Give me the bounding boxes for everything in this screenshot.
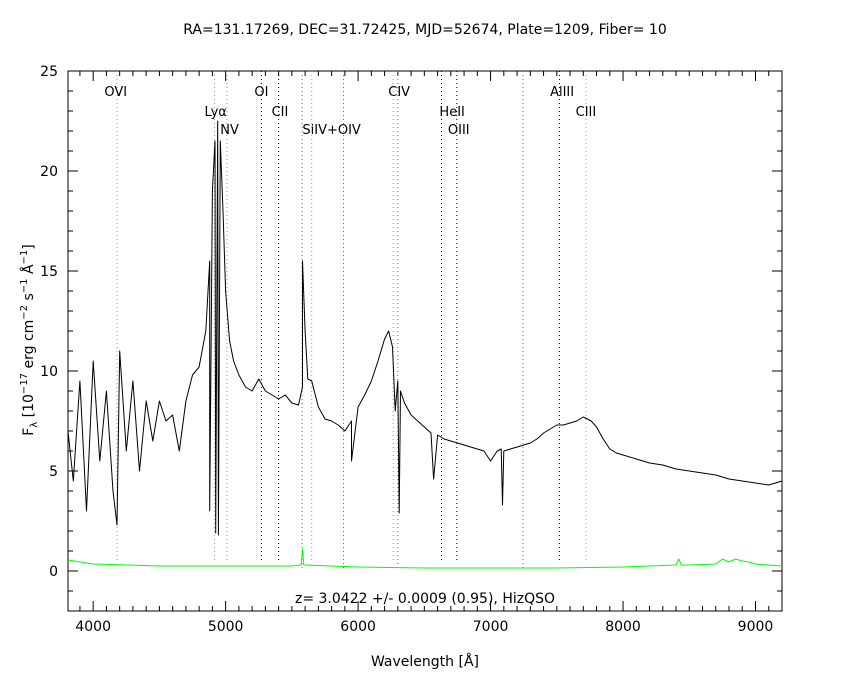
emission-line-label: CIII	[576, 105, 597, 120]
chart-title: RA=131.17269, DEC=31.72425, MJD=52674, P…	[183, 22, 667, 38]
emission-line-label: NV	[220, 123, 239, 138]
x-tick-label: 6000	[340, 619, 376, 635]
emission-line-label: CIV	[388, 85, 410, 100]
emission-line-label: HeII	[439, 105, 464, 120]
flux-spectrum-line	[67, 120, 783, 536]
noise-spectrum-line	[67, 548, 783, 569]
y-tick-label: 20	[40, 164, 58, 180]
emission-line-label: SiIV+OIV	[302, 123, 361, 138]
x-tick-label: 9000	[738, 619, 774, 635]
plot-area: 4000 5000 6000 7000 8000 9000 0 5 10 15 20 25 OVI Lyα…	[40, 64, 783, 635]
y-axis-label: Fλ [10−17 erg cm−2 s−1 Å−1]	[19, 244, 40, 436]
emission-line-label: OVI	[104, 85, 127, 100]
x-tick-label: 4000	[75, 619, 111, 635]
y-tick-label: 15	[40, 264, 58, 280]
x-tick-label: 5000	[208, 619, 244, 635]
x-tick-label: 8000	[605, 619, 641, 635]
y-tick-label: 10	[40, 364, 58, 380]
y-tick-label: 0	[49, 564, 58, 580]
y-tick-label: 5	[49, 464, 58, 480]
emission-line-label: CII	[272, 105, 289, 120]
x-tick-label: 7000	[473, 619, 509, 635]
plot-frame	[67, 70, 783, 612]
emission-line-label: Lyα	[205, 105, 227, 120]
x-axis-label: Wavelength [Å]	[371, 653, 479, 670]
emission-line-label: OI	[254, 85, 268, 100]
emission-line-label: OIII	[448, 123, 470, 138]
emission-line-label: AlIII	[550, 85, 574, 100]
redshift-annotation: z= 3.0422 +/- 0.0009 (0.95), HizQSO	[295, 591, 555, 607]
y-tick-label: 25	[40, 64, 58, 80]
